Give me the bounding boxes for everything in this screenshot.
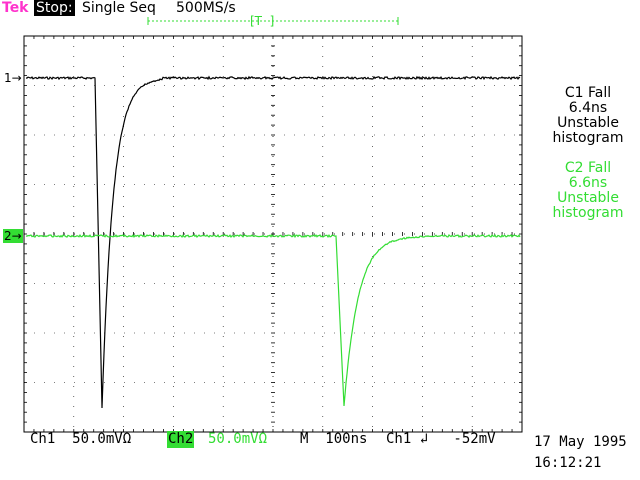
trigger-setting: Ch1 ↲ -52mV: [386, 431, 496, 447]
ch1-measurement-status: Unstable: [557, 115, 619, 131]
trigger-position-marker: [T ]: [250, 14, 275, 28]
ch1-measurement-note: histogram: [552, 130, 624, 146]
ch1-measurement-title: C1 Fall: [564, 85, 612, 101]
record-timeline: [147, 17, 399, 25]
ch2-measurement-title: C2 Fall: [564, 160, 612, 176]
bottom-status-bar: Ch1 50.0mVΩ Ch2 50.0mVΩ M 100ns Ch1 ↲ -5…: [0, 431, 530, 449]
capture-date: 17 May 1995: [534, 434, 627, 450]
brand-label: Tek: [2, 0, 29, 16]
ch2-label: Ch2: [167, 431, 195, 448]
ch1-measurement-panel: C1 Fall 6.4ns Unstable histogram: [536, 86, 640, 146]
ch2-measurement-note: histogram: [552, 205, 624, 221]
sample-rate: 500MS/s: [176, 0, 236, 16]
ch1-measurement-value: 6.4ns: [568, 100, 608, 116]
timebase-setting: M 100ns: [300, 431, 368, 447]
ch2-measurement-value: 6.6ns: [568, 175, 608, 191]
acquisition-mode: Single Seq: [82, 0, 156, 16]
top-status-bar: Tek Stop: Single Seq 500MS/s: [0, 0, 640, 18]
ch1-ground-marker: 1→: [4, 71, 22, 85]
ch1-waveform-trace: [25, 75, 521, 409]
capture-time: 16:12:21: [534, 455, 602, 471]
ch2-measurement-panel: C2 Fall 6.6ns Unstable histogram: [536, 161, 640, 221]
ch2-setting: 50.0mVΩ: [208, 431, 268, 447]
ch2-waveform-trace: [25, 233, 521, 407]
run-state-badge: Stop:: [34, 0, 75, 16]
ch2-ground-marker: 2→: [3, 229, 23, 243]
graticule: [23, 35, 523, 433]
ch2-measurement-status: Unstable: [557, 190, 619, 206]
ch1-setting: Ch1 50.0mVΩ: [30, 431, 132, 447]
